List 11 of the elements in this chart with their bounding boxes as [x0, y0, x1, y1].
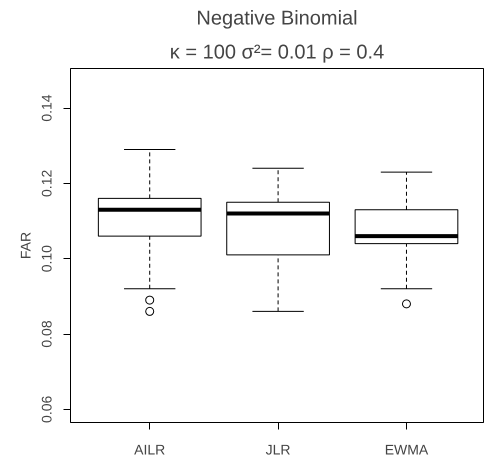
y-tick-label: 0.12	[38, 170, 54, 197]
x-tick-label: JLR	[266, 442, 291, 458]
chart-subtitle: κ = 100 σ²= 0.01 ρ = 0.4	[170, 42, 384, 64]
y-tick-label: 0.06	[38, 395, 54, 423]
y-tick-label: 0.14	[38, 94, 54, 122]
x-tick-label: AILR	[134, 442, 166, 458]
y-axis-title: FAR	[18, 232, 34, 260]
y-tick-label: 0.10	[38, 244, 54, 272]
chart-title: Negative Binomial	[196, 8, 358, 30]
y-tick-label: 0.08	[38, 320, 54, 348]
x-tick-label: EWMA	[384, 442, 429, 458]
